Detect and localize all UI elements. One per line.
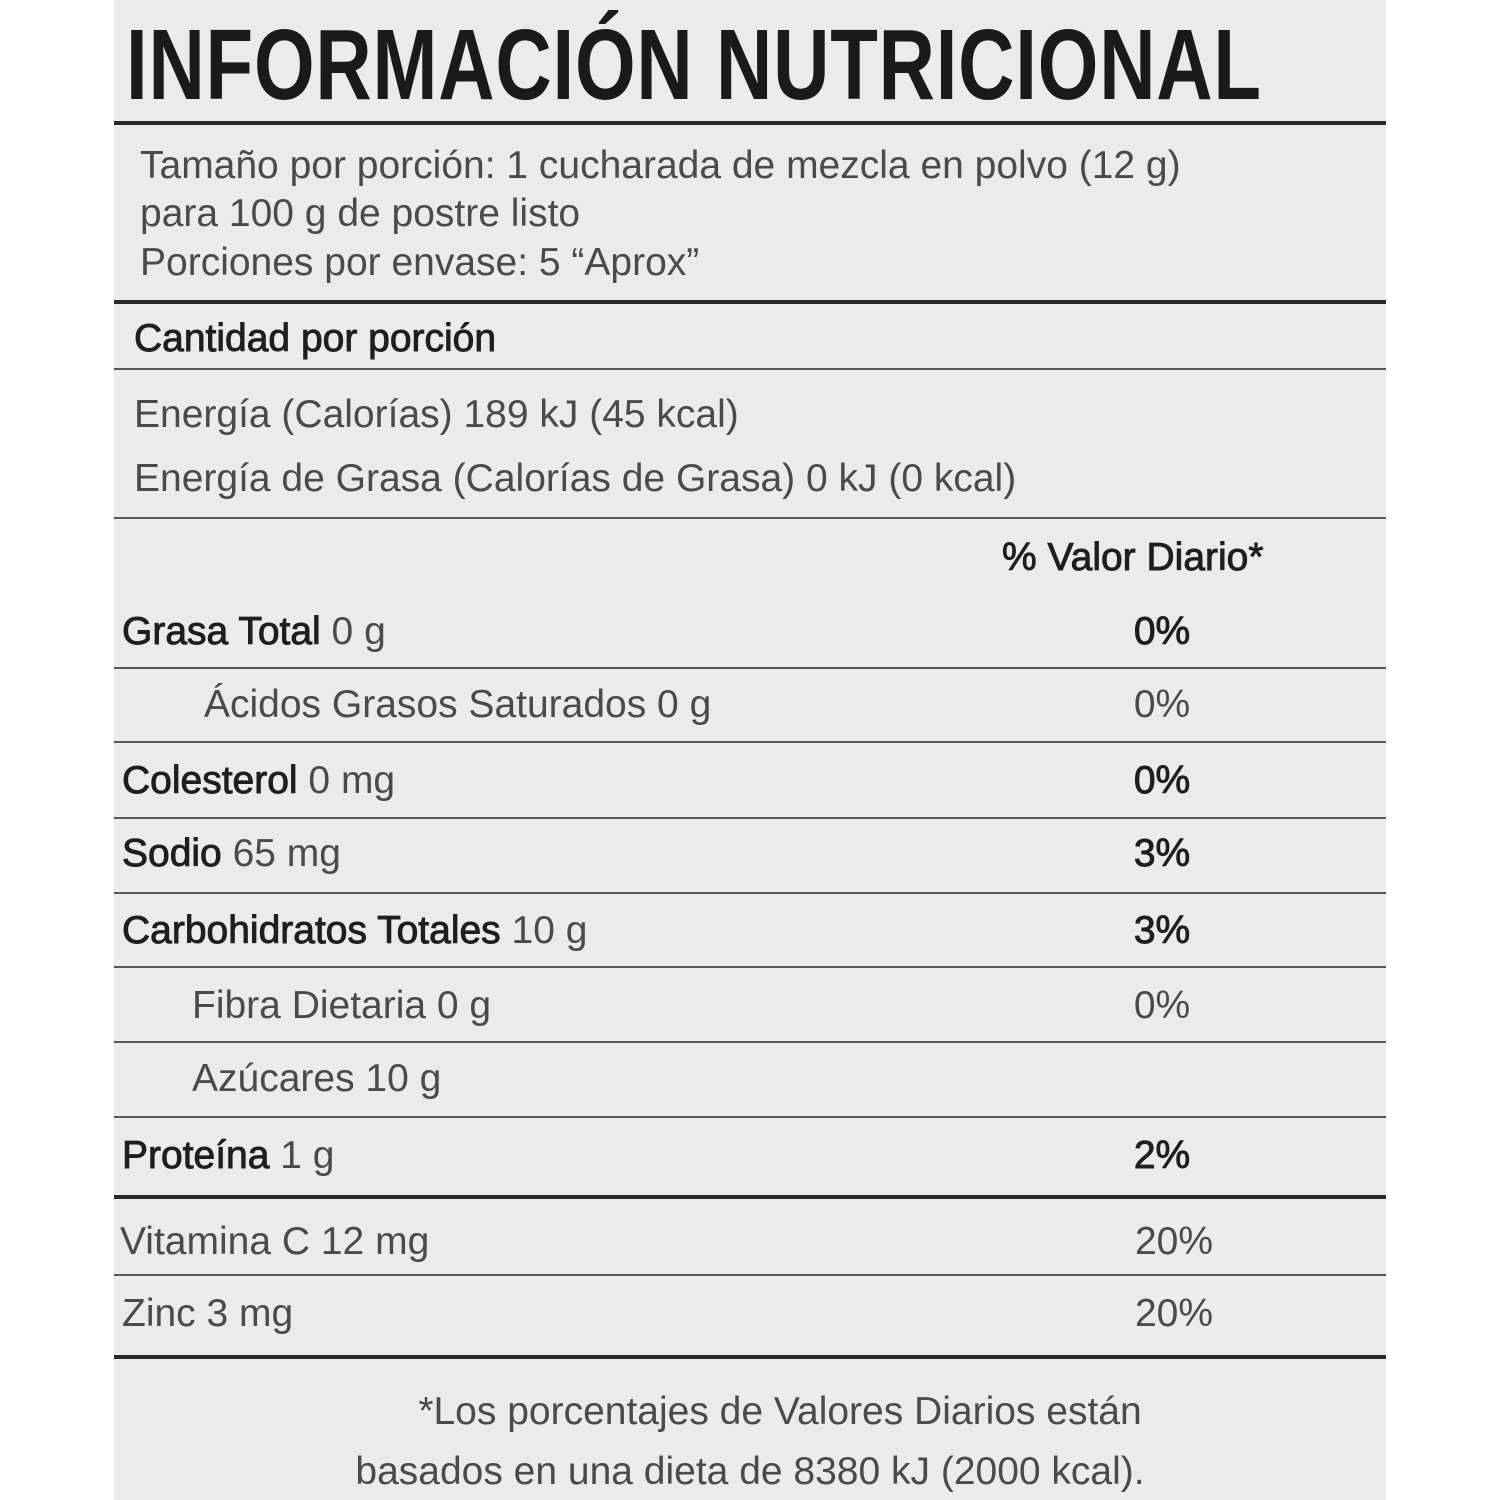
divider <box>114 1116 1386 1118</box>
nutrition-label <box>114 0 1386 1500</box>
dv-total-carbs: 3% <box>1133 909 1191 952</box>
energy: Energía (Calorías) 189 kJ (45 kcal) <box>134 393 739 436</box>
divider <box>114 1041 1386 1043</box>
divider <box>114 368 1386 370</box>
nutrient-fiber: Fibra Dietaria 0 g <box>192 984 492 1027</box>
divider <box>114 121 1386 125</box>
nutrient-total-fat: Grasa Total 0 g <box>122 610 386 653</box>
serving-size: Tamaño por porción: 1 cucharada de mezcl… <box>140 144 1181 187</box>
dv-cholesterol: 0% <box>1133 759 1191 802</box>
divider <box>114 817 1386 819</box>
divider <box>114 517 1386 519</box>
nutrient-vitamin-c: Vitamina C 12 mg <box>120 1220 430 1263</box>
divider <box>114 892 1386 894</box>
divider <box>114 1274 1386 1276</box>
dv-total-fat: 0% <box>1133 610 1191 653</box>
dv-saturated-fat: 0% <box>1133 683 1191 726</box>
dv-protein: 2% <box>1133 1134 1191 1177</box>
divider <box>114 300 1386 304</box>
servings-per-container: Porciones por envase: 5 “Aprox” <box>140 241 700 284</box>
divider <box>114 1355 1386 1359</box>
amount-per-serving-header: Cantidad por porción <box>134 317 497 360</box>
nutrient-cholesterol: Colesterol 0 mg <box>122 759 396 802</box>
nutrient-zinc: Zinc 3 mg <box>122 1292 294 1335</box>
nutrient-sugars: Azúcares 10 g <box>192 1057 442 1100</box>
dv-vitamin-c: 20% <box>1134 1220 1214 1263</box>
nutrient-protein: Proteína 1 g <box>122 1134 335 1177</box>
divider <box>114 1195 1386 1199</box>
footnote-line-1: *Los porcentajes de Valores Diarios está… <box>418 1390 1142 1433</box>
serving-size-note: para 100 g de postre listo <box>140 192 581 235</box>
daily-value-header: % Valor Diario* <box>1002 536 1264 579</box>
nutrient-total-carbs: Carbohidratos Totales 10 g <box>122 909 588 952</box>
divider <box>114 667 1386 669</box>
nutrient-sodium: Sodio 65 mg <box>122 832 341 875</box>
divider <box>114 966 1386 968</box>
dv-zinc: 20% <box>1134 1292 1214 1335</box>
divider <box>114 741 1386 743</box>
label-title: INFORMACIÓN NUTRICIONAL <box>126 9 1262 121</box>
nutrient-saturated-fat: Ácidos Grasos Saturados 0 g <box>204 683 712 726</box>
dv-fiber: 0% <box>1133 984 1191 1027</box>
energy-from-fat: Energía de Grasa (Calorías de Grasa) 0 k… <box>134 457 1017 500</box>
footnote-line-2: basados en una dieta de 8380 kJ (2000 kc… <box>355 1450 1145 1493</box>
dv-sodium: 3% <box>1133 832 1191 875</box>
